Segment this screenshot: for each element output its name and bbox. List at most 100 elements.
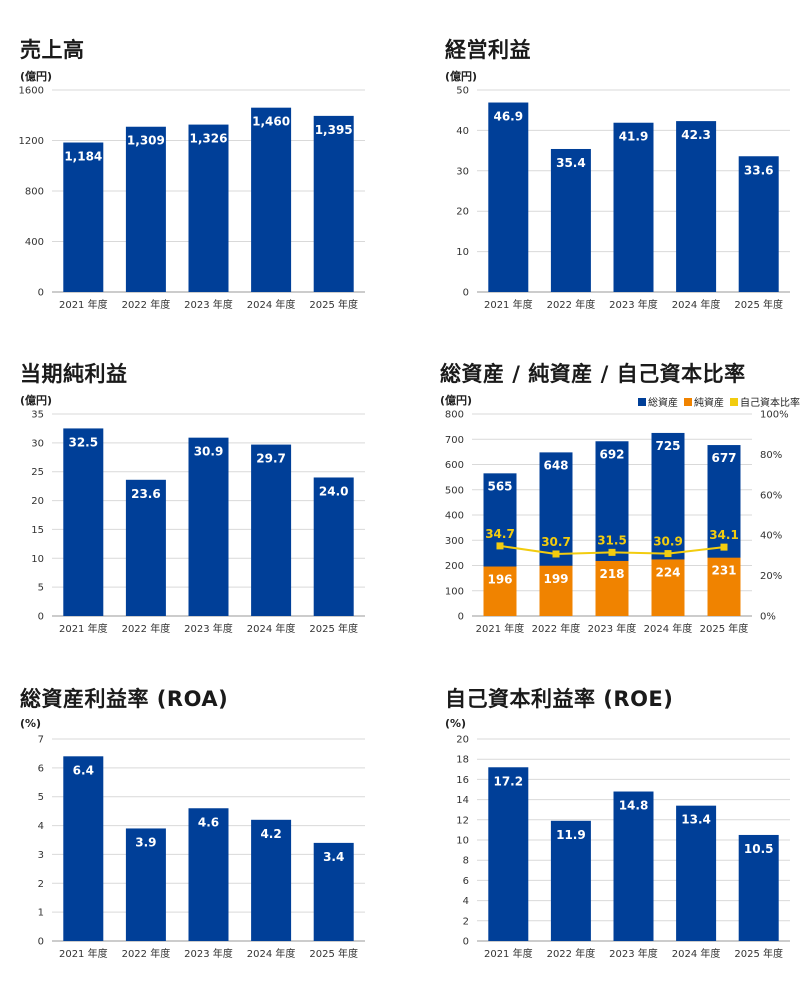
x-tick-label: 2022 年度 xyxy=(122,622,171,635)
unit-label: (億円) xyxy=(440,394,473,407)
bar-data-label: 6.4 xyxy=(73,763,94,777)
legend-item-total-assets: 総資産 xyxy=(638,394,678,409)
bar xyxy=(738,834,779,941)
bar xyxy=(188,808,229,941)
line-data-label: 34.7 xyxy=(485,527,515,541)
x-tick-label: 2024 年度 xyxy=(247,622,296,635)
bar xyxy=(188,124,229,292)
bar xyxy=(313,477,354,616)
roa-chart: 0 1 2 3 4 5 6 7 2021 年度 2022 年度 2023 年度 2024 年度 2025… xyxy=(38,735,365,960)
bar-data-label: 10.5 xyxy=(744,842,774,856)
y-tick-label: 800 xyxy=(445,410,464,421)
y-tick-label: 7 xyxy=(38,735,44,746)
bar-data-label: 1,309 xyxy=(127,134,165,148)
y-tick-label: 18 xyxy=(456,755,469,766)
x-tick-label: 2025 年度 xyxy=(309,947,358,960)
x-tick-label: 2021 年度 xyxy=(484,947,533,960)
bar-data-label: 17.2 xyxy=(493,774,523,788)
unit-label: (億円) xyxy=(20,394,53,407)
y-tick-label: 14 xyxy=(456,795,469,806)
bar-data-label: 692 xyxy=(599,447,624,461)
bar xyxy=(550,820,591,941)
y-tick-label: 5 xyxy=(38,583,44,594)
bar xyxy=(251,444,292,616)
y-tick-label: 500 xyxy=(445,485,464,496)
bar-data-label: 1,184 xyxy=(64,150,102,164)
bar xyxy=(488,767,529,941)
line-data-label: 30.9 xyxy=(653,535,683,549)
y-tick-label: 3 xyxy=(38,850,44,861)
chart-panel-roe: 自己資本利益率 (ROE) (%) 0 2 4 6 8 10 12 14 16 18 20 2021 … xyxy=(445,683,800,993)
bar-data-label: 3.4 xyxy=(323,850,344,864)
chart-title: 自己資本利益率 (ROE) xyxy=(445,687,674,711)
y-tick-label: 300 xyxy=(445,536,464,547)
unit-label: (%) xyxy=(20,717,42,730)
chart-panel-net-income: 当期純利益 (億円) 0 5 10 15 20 25 30 35 2021 年度 2022 年度 2… xyxy=(20,358,380,668)
y-tick-label: 0 xyxy=(463,937,469,948)
y-tick-label: 700 xyxy=(445,435,464,446)
y-tick-label: 1 xyxy=(38,908,44,919)
x-tick-label: 2023 年度 xyxy=(184,622,233,635)
bar xyxy=(613,122,654,292)
net-income-chart: 0 5 10 15 20 25 30 35 2021 年度 2022 年度 2023 年度 2024 … xyxy=(31,410,365,635)
y-tick-label: 12 xyxy=(456,815,469,826)
y-tick-label: 10 xyxy=(456,836,469,847)
bar-data-label: 3.9 xyxy=(135,835,156,849)
chart-legend: 総資産 純資産 自己資本比率 xyxy=(638,394,800,409)
x-tick-label: 2021 年度 xyxy=(484,298,533,311)
bar xyxy=(63,428,104,616)
x-tick-label: 2022 年度 xyxy=(122,298,171,311)
x-tick-label: 2024 年度 xyxy=(672,947,721,960)
bar xyxy=(251,107,292,292)
line-point xyxy=(608,548,616,556)
bar xyxy=(676,805,717,941)
y-tick-label: 50 xyxy=(456,86,469,97)
y-tick-label: 35 xyxy=(31,410,44,421)
y-tick-label: 0 xyxy=(38,612,44,623)
x-tick-label: 2025 年度 xyxy=(309,298,358,311)
chart-title: 当期純利益 xyxy=(20,362,128,386)
bar-data-label: 725 xyxy=(655,439,680,453)
legend-item-equity-ratio: 自己資本比率 xyxy=(730,394,800,409)
y-tick-label: 800 xyxy=(25,187,44,198)
unit-label: (%) xyxy=(445,717,467,730)
bar xyxy=(651,559,685,616)
y-tick-label: 4 xyxy=(38,821,44,832)
bar-data-label: 1,460 xyxy=(252,115,290,129)
bar-data-label: 35.4 xyxy=(556,156,586,170)
bar-data-label: 231 xyxy=(711,564,736,578)
legend-swatch xyxy=(638,397,646,406)
y-tick-label: 0 xyxy=(463,288,469,299)
line-point xyxy=(552,550,560,558)
x-tick-label: 2024 年度 xyxy=(644,622,693,635)
y-tick-label: 15 xyxy=(31,525,44,536)
y-tick-label: 20 xyxy=(456,207,469,218)
chart-title: 総資産 / 純資産 / 自己資本比率 xyxy=(440,362,746,386)
bar xyxy=(539,565,573,616)
bar-data-label: 218 xyxy=(599,567,624,581)
bar-data-label: 199 xyxy=(543,572,568,586)
x-tick-label: 2025 年度 xyxy=(700,622,749,635)
bar xyxy=(125,479,166,616)
y-tick-label: 6 xyxy=(463,876,469,887)
y-tick-label: 20 xyxy=(456,735,469,746)
chart-panel-roa: 総資産利益率 (ROA) (%) 0 1 2 3 4 5 6 7 2021 年度 2022 年度 2… xyxy=(20,683,380,993)
x-tick-label: 2023 年度 xyxy=(609,298,658,311)
y2-tick-label: 80% xyxy=(760,450,782,461)
roe-chart: 0 2 4 6 8 10 12 14 16 18 20 2021 年度 2022 年度 2023 年度 20… xyxy=(456,735,790,960)
line-point xyxy=(664,550,672,558)
bar xyxy=(63,142,104,292)
assets-chart: 0 100 200 300 400 500 600 700 800 0% 20% 40% 60% 80% 1… xyxy=(445,410,789,636)
bar xyxy=(613,791,654,941)
chart-panel-operating-profit: 経営利益 (億円) 0 10 20 30 40 50 2021 年度 2022 年度 2023 … xyxy=(445,34,800,344)
bar xyxy=(550,148,591,292)
bar-data-label: 1,395 xyxy=(315,123,353,137)
legend-label: 自己資本比率 xyxy=(740,398,800,409)
bar xyxy=(676,121,717,292)
bar xyxy=(188,437,229,616)
y-tick-label: 1200 xyxy=(19,136,44,147)
y-tick-label: 2 xyxy=(38,879,44,890)
bar-data-label: 1,326 xyxy=(190,132,228,146)
chart-title: 総資産利益率 (ROA) xyxy=(20,687,229,711)
bar-data-label: 565 xyxy=(487,479,512,493)
